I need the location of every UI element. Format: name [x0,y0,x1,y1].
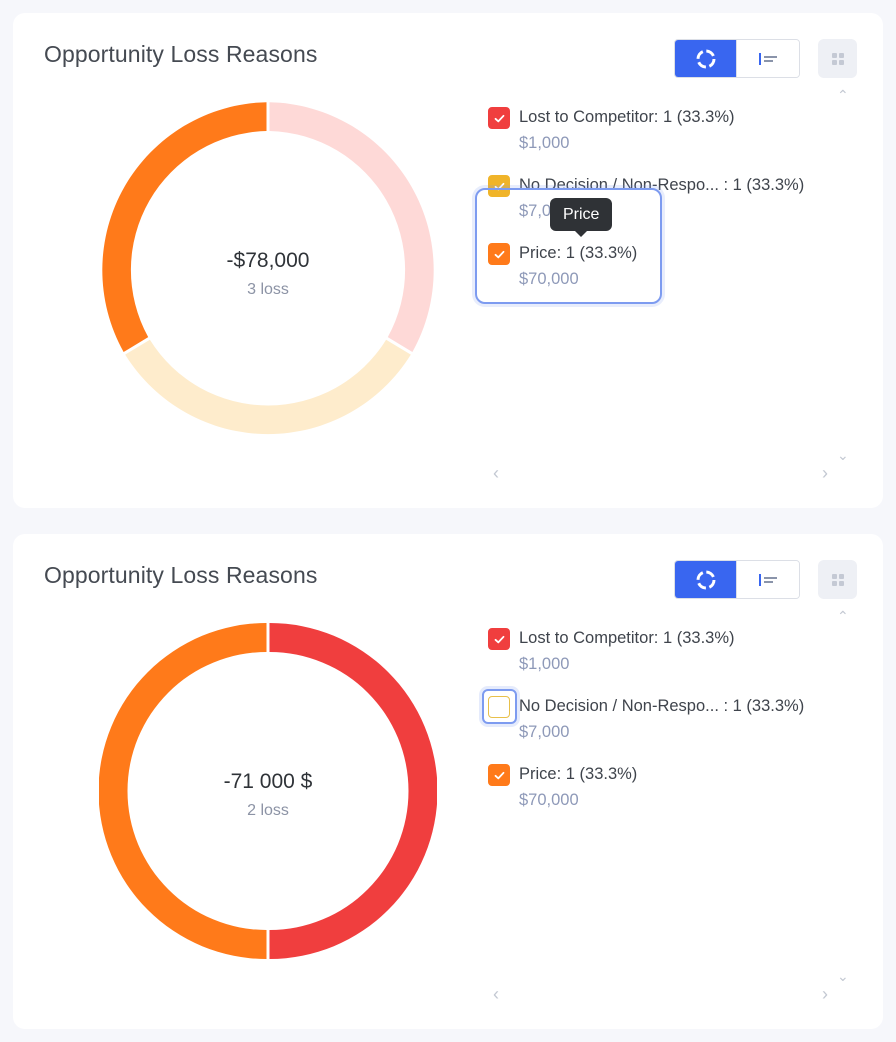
grid-menu-button[interactable] [818,560,857,599]
legend-label: Price: 1 (33.3%) [519,244,638,262]
grid-icon [831,573,844,586]
donut-segment-lost-to-competitor[interactable] [269,102,434,352]
legend-checkbox-unchecked[interactable] [488,696,510,718]
checkmark-icon [494,114,504,122]
chevron-left-icon[interactable]: ‹ [493,984,499,1004]
total-loss-value: -71 000 $ [223,770,313,793]
chart-view-toggle [674,560,800,599]
bar-view-button[interactable] [736,40,799,77]
donut-view-button[interactable] [675,40,737,77]
legend-label: No Decision / Non-Respo... : 1 (33.3%) [519,697,805,715]
card-title: Opportunity Loss Reasons [44,41,318,67]
legend-amount: $70,000 [519,791,579,809]
donut-segment-no-decision[interactable] [125,339,411,435]
checkmark-icon [494,771,504,779]
chart-view-toggle [674,39,800,78]
checkbox-focus-ring [482,689,517,724]
total-loss-value: -$78,000 [226,249,310,272]
chevron-left-icon[interactable]: ‹ [493,463,499,483]
legend-tooltip: Price [550,198,613,237]
donut-chart-icon [696,570,715,589]
donut-chart-icon [696,49,715,68]
bar-view-button[interactable] [736,561,799,598]
grid-icon [831,52,844,65]
chevron-up-icon[interactable]: ⌃ [837,87,849,103]
legend-label: Lost to Competitor: 1 (33.3%) [519,629,735,647]
legend-checkbox[interactable] [488,764,510,786]
loss-count: 3 loss [247,281,289,298]
legend-amount: $70,000 [519,270,579,288]
legend-amount: $7,000 [519,723,570,741]
legend-checkbox[interactable] [488,107,510,129]
chevron-up-icon[interactable]: ⌃ [837,608,849,624]
chevron-down-icon[interactable]: ⌄ [837,968,849,984]
checkmark-icon [494,250,504,258]
legend-checkbox[interactable] [488,628,510,650]
card-title: Opportunity Loss Reasons [44,562,318,588]
legend-amount: $1,000 [519,655,570,673]
chevron-down-icon[interactable]: ⌄ [837,447,849,463]
loss-reasons-card-1: Opportunity Loss Reasons [13,13,883,508]
chevron-right-icon[interactable]: › [822,984,828,1004]
donut-view-button[interactable] [675,561,737,598]
focus-ring [475,188,662,304]
donut-segment-price[interactable] [99,623,267,959]
legend-amount: $1,000 [519,134,570,152]
donut-chart [102,102,434,435]
bar-list-icon [759,52,777,65]
bar-list-icon [759,573,777,586]
donut-segment-price[interactable] [102,102,267,352]
donut-chart [99,623,438,959]
grid-menu-button[interactable] [818,39,857,78]
chevron-right-icon[interactable]: › [822,463,828,483]
loss-count: 2 loss [247,802,289,819]
donut-segment-lost-to-competitor[interactable] [269,623,438,959]
legend-label: Price: 1 (33.3%) [519,765,638,783]
legend-label: Lost to Competitor: 1 (33.3%) [519,108,735,126]
loss-reasons-card-2: Opportunity Loss Reasons -71 000 $ [13,534,883,1029]
checkmark-icon [494,635,504,643]
legend-checkbox[interactable] [488,243,510,265]
